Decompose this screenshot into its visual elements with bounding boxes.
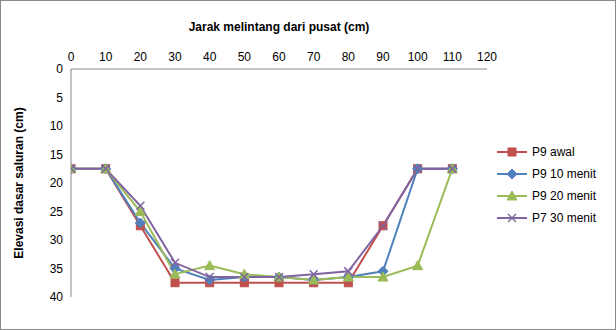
svg-text:25: 25 (50, 205, 64, 219)
svg-text:5: 5 (56, 91, 63, 105)
svg-text:80: 80 (342, 50, 356, 64)
svg-text:20: 20 (134, 50, 148, 64)
svg-text:0: 0 (56, 62, 63, 76)
svg-text:60: 60 (272, 50, 286, 64)
svg-text:110: 110 (443, 50, 462, 64)
svg-text:50: 50 (238, 50, 252, 64)
svg-text:30: 30 (168, 50, 182, 64)
svg-text:40: 40 (203, 50, 217, 64)
svg-text:Jarak melintang dari pusat (cm: Jarak melintang dari pusat (cm) (189, 20, 370, 34)
html-text:P9 10 menit: P9 10 menit (532, 167, 596, 181)
svg-text:120: 120 (477, 50, 497, 64)
svg-text:20: 20 (50, 176, 64, 190)
svg-text:90: 90 (376, 50, 390, 64)
svg-text:70: 70 (307, 50, 321, 64)
svg-text:10: 10 (50, 119, 64, 133)
svg-text:30: 30 (50, 233, 64, 247)
html-text:P9 awal: P9 awal (532, 145, 575, 159)
html-text:P9 20 menit: P9 20 menit (532, 189, 596, 203)
svg-text:100: 100 (408, 50, 428, 64)
svg-text:35: 35 (50, 262, 64, 276)
html-text:P7 30 menit: P7 30 menit (532, 211, 596, 225)
svg-text:Elevasi dasar saluran (cm): Elevasi dasar saluran (cm) (12, 107, 26, 258)
svg-text:10: 10 (99, 50, 113, 64)
svg-text:40: 40 (50, 290, 64, 304)
svg-text:0: 0 (68, 50, 75, 64)
svg-text:15: 15 (50, 148, 64, 162)
